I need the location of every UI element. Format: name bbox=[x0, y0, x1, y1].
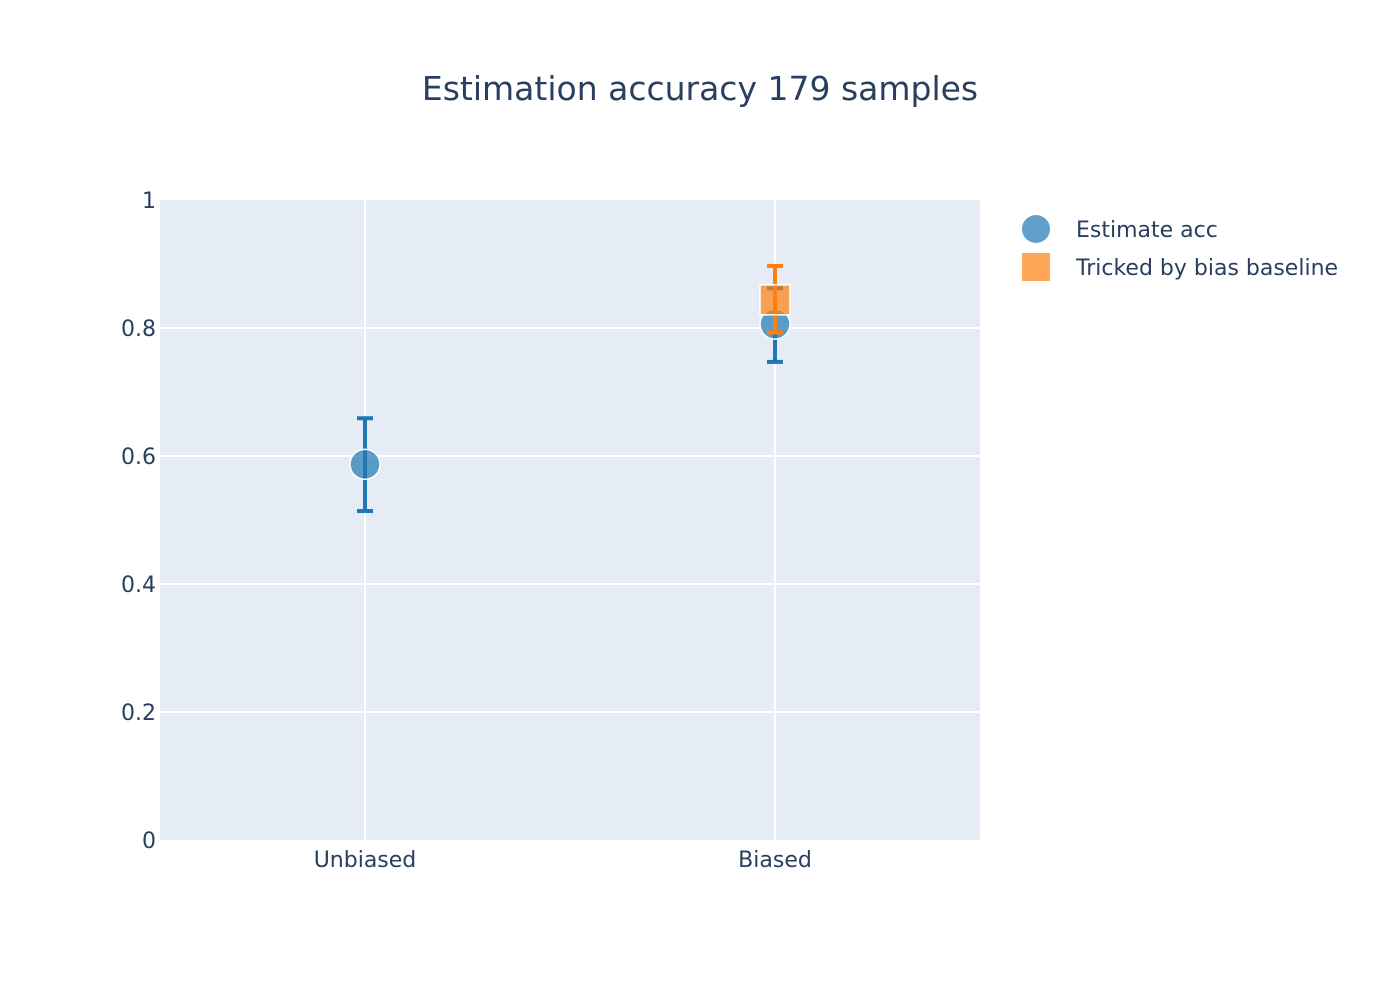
legend-square-icon bbox=[1022, 253, 1050, 281]
y-tick-label: 0 bbox=[142, 829, 156, 854]
x-axis-ticks: Unbiased Biased bbox=[314, 848, 812, 873]
legend-circle-icon bbox=[1022, 215, 1050, 243]
x-tick-label: Unbiased bbox=[314, 848, 417, 873]
y-tick-label: 0.6 bbox=[121, 445, 156, 470]
y-axis-ticks: 0 0.2 0.4 0.6 0.8 1 bbox=[121, 189, 156, 854]
legend[interactable]: Estimate acc Tricked by bias baseline bbox=[1022, 215, 1338, 281]
legend-item[interactable]: Tricked by bias baseline bbox=[1022, 253, 1338, 281]
legend-label: Estimate acc bbox=[1076, 218, 1218, 243]
plot-area bbox=[160, 200, 980, 840]
data-point-square bbox=[759, 284, 791, 316]
y-tick-label: 0.8 bbox=[121, 317, 156, 342]
legend-item[interactable]: Estimate acc bbox=[1022, 215, 1218, 243]
y-tick-label: 0.2 bbox=[121, 701, 156, 726]
y-tick-label: 0.4 bbox=[121, 573, 156, 598]
data-point-circle bbox=[349, 448, 381, 481]
chart-title: Estimation accuracy 179 samples bbox=[422, 69, 978, 108]
y-tick-label: 1 bbox=[142, 189, 156, 214]
legend-label: Tricked by bias baseline bbox=[1075, 256, 1338, 281]
data-marks bbox=[349, 263, 791, 514]
x-tick-label: Biased bbox=[738, 848, 812, 873]
